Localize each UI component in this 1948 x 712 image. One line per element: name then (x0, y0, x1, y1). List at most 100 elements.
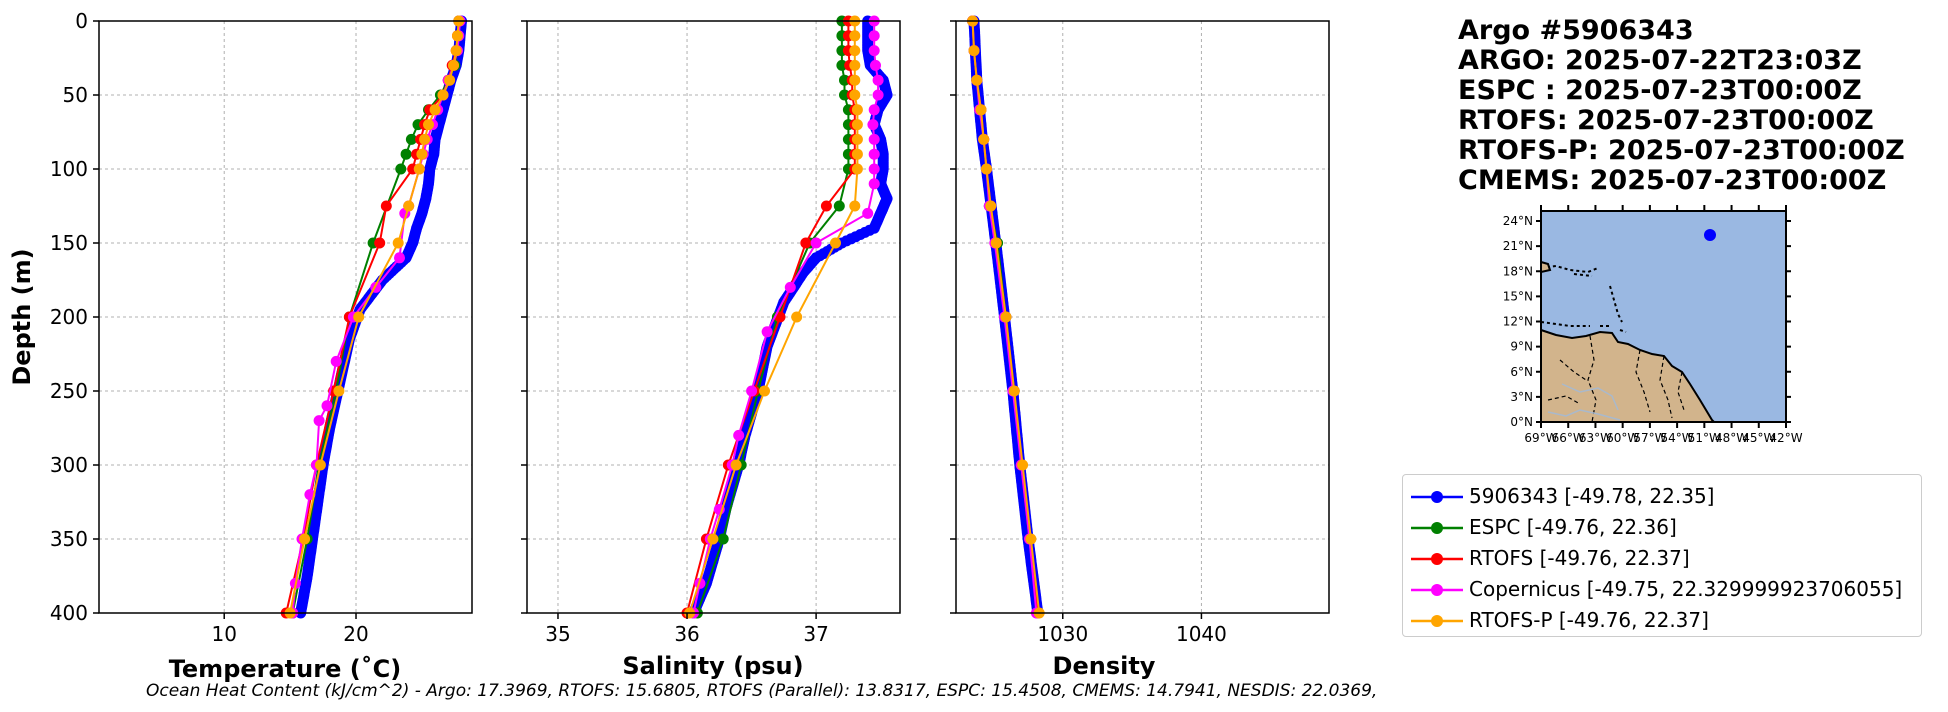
temperature-point-rtofs-p (403, 200, 415, 212)
legend-item-espc: ESPC [-49.76, 22.36] (1403, 514, 1921, 542)
density-point-rtofs-p (975, 104, 987, 116)
salinity-point-copernicus (868, 163, 880, 175)
density-xtick-label: 1040 (1176, 622, 1227, 646)
temperature-point-rtofs-p (419, 133, 431, 145)
salinity-point-copernicus (868, 178, 880, 190)
map-lat-label: 15°N (1503, 289, 1533, 303)
salinity-point-copernicus (784, 281, 796, 293)
ytick-label: 200 (50, 305, 88, 329)
salinity-point-copernicus (872, 89, 884, 101)
map-lat-label: 24°N (1503, 214, 1533, 228)
temperature-point-rtofs-p (333, 385, 345, 397)
map-lon-label: 69°W (1524, 431, 1557, 445)
density-ticks: 1030 1040 (950, 20, 1227, 646)
density-point-rtofs-p (971, 74, 983, 86)
temperature-point-rtofs-p (429, 104, 441, 116)
temperature-point-rtofs-p (416, 148, 428, 160)
ytick-label: 400 (50, 601, 88, 625)
salinity-point-copernicus (862, 207, 874, 219)
salinity-point-espc (717, 533, 729, 545)
temperature-grid (99, 20, 472, 614)
salinity-point-copernicus (810, 237, 822, 249)
ytick-label: 100 (50, 157, 88, 181)
temperature-ticks: 0 50 100 150 200 250 300 350 400 10 20 (50, 9, 369, 646)
map-lat-label: 6°N (1510, 365, 1533, 379)
salinity-point-rtofs-p (730, 459, 742, 471)
map-lon-label: 54°W (1661, 431, 1694, 445)
ytick-label: 150 (50, 231, 88, 255)
salinity-point-copernicus (761, 326, 773, 338)
temperature-point-rtofs-p (423, 119, 434, 131)
legend-label-copernicus: Copernicus [-49.75, 22.329999923706055] (1469, 577, 1903, 601)
temperature-point-copernicus (394, 252, 405, 264)
map-lon-label: 60°W (1606, 431, 1639, 445)
map-borders (1547, 335, 1685, 423)
salinity-point-rtofs-p (707, 533, 719, 545)
salinity-point-rtofs-p (830, 237, 841, 249)
salinity-point-rtofs-p (849, 200, 861, 212)
map-lon-label: 57°W (1633, 431, 1666, 445)
temperature-point-rtofs-p (392, 237, 404, 249)
location-map: 24°N 21°N 18°N 15°N 12°N 9°N 6°N 3°N 0°N 69°W66°W… (1503, 205, 1803, 445)
salinity-point-espc (839, 74, 850, 86)
legend-swatch-rtofs-p (1411, 615, 1463, 627)
temperature-point-rtofs-p (314, 459, 326, 471)
map-lat-label: 18°N (1503, 264, 1533, 278)
legend-item-copernicus: Copernicus [-49.75, 22.329999923706055] (1403, 576, 1921, 604)
argo-time: ARGO: 2025-07-22T23:03Z (1458, 45, 1862, 76)
legend-label-argo: 5906343 [-49.78, 22.35] (1469, 484, 1715, 508)
temperature-point-rtofs-p (353, 311, 365, 323)
legend-item-argo: 5906343 [-49.78, 22.35] (1403, 483, 1921, 511)
legend-swatch-copernicus (1411, 584, 1463, 596)
salinity-series (681, 15, 893, 619)
map-lon-label: 51°W (1688, 431, 1721, 445)
salinity-point-copernicus (733, 429, 745, 441)
salinity-point-espc (833, 200, 845, 212)
legend-swatch-argo (1411, 491, 1463, 503)
temperature-point-espc (405, 133, 417, 145)
temperature-point-espc (400, 148, 412, 160)
salinity-point-copernicus (868, 45, 880, 57)
salinity-xlabel: Salinity (psu) (622, 652, 803, 680)
salinity-point-rtofs-p (849, 89, 861, 101)
salinity-point-rtofs-p (849, 30, 861, 42)
salinity-point-copernicus (867, 119, 879, 131)
density-series-rtofs-p (967, 15, 1045, 619)
temperature-series (280, 15, 467, 619)
map-ticks: 24°N 21°N 18°N 15°N 12°N 9°N 6°N 3°N 0°N 69°W66°W… (1503, 205, 1803, 445)
temperature-point-copernicus (321, 400, 333, 412)
salinity-point-copernicus (868, 30, 880, 42)
salinity-point-rtofs (800, 237, 812, 249)
density-grid (956, 20, 1329, 614)
salinity-point-rtofs-p (851, 133, 863, 145)
argo-float-marker (1704, 229, 1716, 241)
map-rivers (1547, 383, 1621, 421)
salinity-point-copernicus (868, 148, 880, 160)
temperature-point-rtofs-p (450, 45, 462, 57)
map-lat-label: 12°N (1503, 315, 1533, 329)
ytick-label: 250 (50, 379, 88, 403)
depth-ylabel: Depth (m) (8, 248, 36, 385)
salinity-point-copernicus (868, 133, 880, 145)
salinity-point-rtofs-p (851, 163, 863, 175)
density-point-rtofs-p (1000, 311, 1012, 323)
map-lon-label: 48°W (1715, 431, 1748, 445)
salinity-point-copernicus (872, 74, 884, 86)
map-lat-label: 21°N (1503, 239, 1533, 253)
density-xlabel: Density (1053, 652, 1156, 680)
map-lon-label: 66°W (1552, 431, 1585, 445)
map-yucatan (1540, 260, 1552, 274)
map-lon-label: 45°W (1742, 431, 1775, 445)
temperature-point-rtofs-p (452, 30, 463, 42)
salinity-point-rtofs-p (759, 385, 770, 397)
density-point-rtofs-p (1008, 385, 1020, 397)
ytick-label: 0 (75, 9, 88, 33)
salinity-series-5906343 (688, 15, 893, 619)
temperature-point-rtofs-p (413, 163, 425, 175)
map-frame (1540, 210, 1787, 423)
salinity-panel: 35 36 37 Salinity (psu) (521, 15, 901, 680)
espc-time: ESPC : 2025-07-23T00:00Z (1458, 75, 1862, 106)
temperature-xtick-label: 20 (343, 622, 368, 646)
ytick-label: 300 (50, 453, 88, 477)
map-lon-label: 63°W (1579, 431, 1612, 445)
